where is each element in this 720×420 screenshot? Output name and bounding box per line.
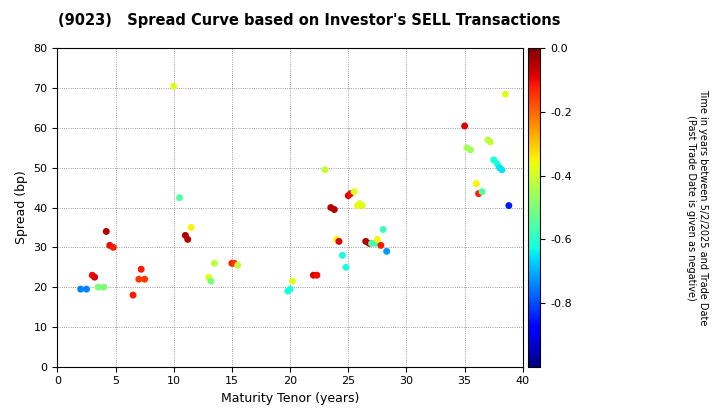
Point: [381, 248, 392, 255]
Point: [86, 272, 98, 278]
Point: [328, 206, 340, 213]
Point: [477, 188, 488, 195]
Point: [372, 236, 383, 243]
Point: [81, 286, 92, 292]
Point: [319, 166, 330, 173]
Point: [89, 274, 100, 281]
Point: [345, 190, 356, 197]
Point: [92, 284, 104, 291]
Point: [127, 292, 139, 299]
Point: [340, 264, 351, 270]
Point: [104, 242, 115, 249]
Point: [364, 240, 375, 247]
Point: [377, 226, 389, 233]
Point: [369, 240, 381, 247]
Point: [168, 83, 179, 89]
Point: [482, 136, 494, 143]
Point: [500, 91, 511, 97]
Point: [360, 238, 372, 245]
Point: [356, 202, 368, 209]
Point: [311, 272, 323, 278]
Point: [473, 190, 485, 197]
Point: [348, 188, 360, 195]
Y-axis label: Spread (bp): Spread (bp): [15, 171, 28, 244]
Point: [182, 236, 194, 243]
Point: [75, 286, 86, 292]
Point: [331, 236, 343, 243]
Point: [226, 260, 238, 267]
Point: [325, 204, 336, 211]
Point: [284, 286, 296, 292]
X-axis label: Maturity Tenor (years): Maturity Tenor (years): [221, 392, 359, 405]
Point: [375, 242, 387, 249]
Point: [287, 278, 298, 284]
Point: [135, 266, 147, 273]
Point: [354, 200, 366, 207]
Point: [179, 232, 191, 239]
Point: [101, 228, 112, 235]
Point: [337, 252, 348, 259]
Y-axis label: Time in years between 5/2/2025 and Trade Date
(Past Trade Date is given as negat: Time in years between 5/2/2025 and Trade…: [686, 89, 708, 326]
Point: [98, 284, 109, 291]
Point: [333, 238, 345, 245]
Point: [205, 278, 217, 284]
Point: [203, 274, 215, 281]
Point: [485, 139, 496, 145]
Point: [174, 194, 185, 201]
Point: [343, 192, 354, 199]
Point: [366, 240, 377, 247]
Point: [228, 260, 240, 267]
Point: [470, 180, 482, 187]
Point: [107, 244, 119, 251]
Point: [209, 260, 220, 267]
Point: [307, 272, 319, 278]
Point: [462, 144, 473, 151]
Point: [496, 166, 508, 173]
Point: [492, 160, 503, 167]
Point: [186, 224, 197, 231]
Text: (9023)   Spread Curve based on Investor's SELL Transactions: (9023) Spread Curve based on Investor's …: [58, 13, 560, 28]
Point: [133, 276, 145, 283]
Point: [488, 157, 500, 163]
Point: [494, 164, 505, 171]
Point: [282, 288, 294, 294]
Point: [459, 123, 470, 129]
Point: [139, 276, 150, 283]
Point: [352, 202, 364, 209]
Point: [503, 202, 515, 209]
Point: [464, 147, 476, 153]
Point: [232, 262, 243, 269]
